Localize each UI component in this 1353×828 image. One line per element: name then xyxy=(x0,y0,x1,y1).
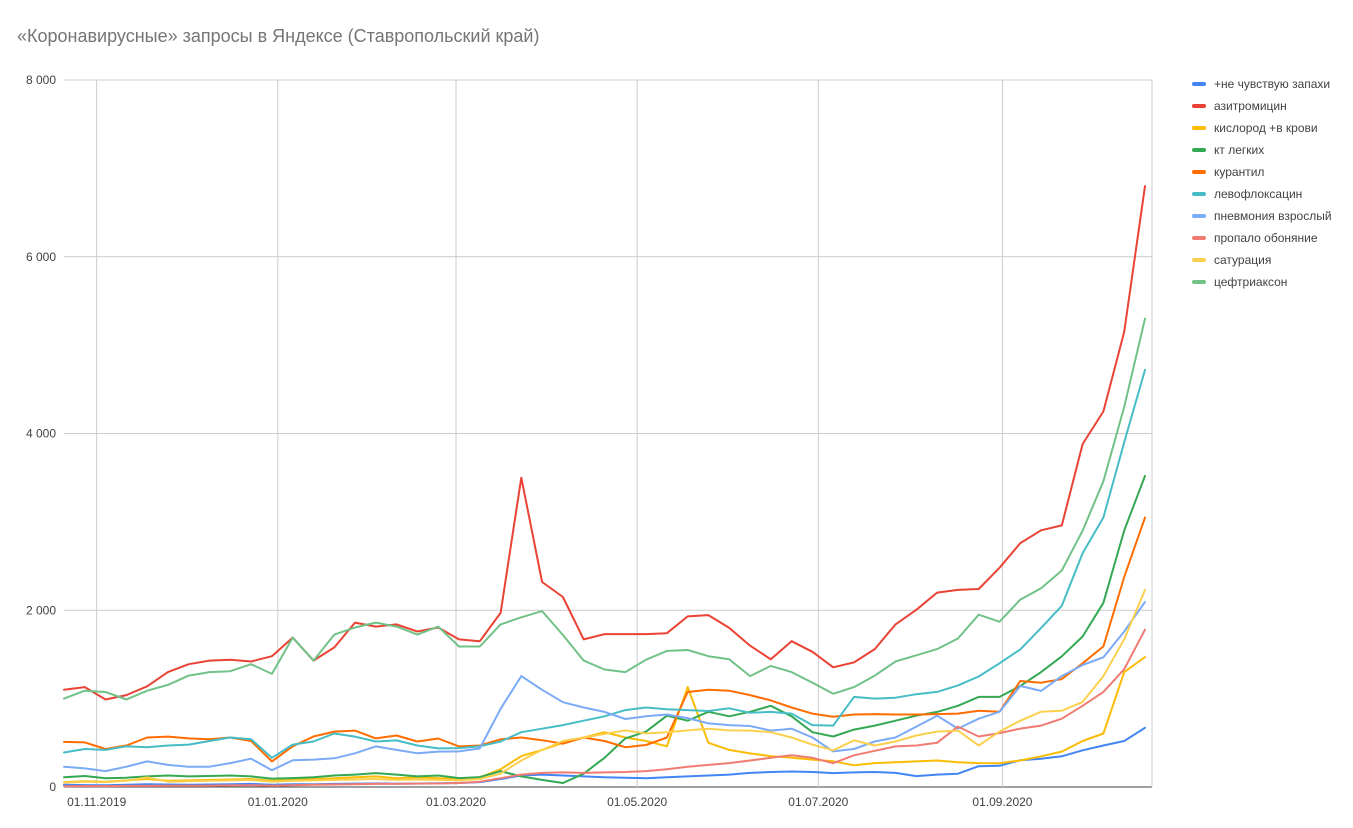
legend-label: кислород +в крови xyxy=(1214,121,1318,135)
legend-label: сатурация xyxy=(1214,253,1272,267)
legend-label: левофлоксацин xyxy=(1214,187,1303,201)
legend-label: кт легких xyxy=(1214,143,1265,157)
series-line-кт легких xyxy=(63,474,1146,784)
legend-swatch-icon xyxy=(1192,104,1206,108)
x-axis-tick-label: 01.03.2020 xyxy=(426,795,486,809)
legend-item: курантил xyxy=(1192,161,1332,183)
series-line-+не чувствую запахи xyxy=(63,726,1146,787)
legend-item: пропало обоняние xyxy=(1192,227,1332,249)
legend-item: +не чувствую запахи xyxy=(1192,73,1332,95)
chart-legend: +не чувствую запахи азитромицин кислород +… xyxy=(1192,73,1332,293)
legend-swatch-icon xyxy=(1192,148,1206,152)
x-axis-tick-label: 01.11.2019 xyxy=(67,795,126,809)
series-line-азитромицин xyxy=(63,185,1146,701)
chart-title: «Коронавирусные» запросы в Яндексе (Став… xyxy=(17,26,540,46)
y-axis-tick-label: 0 xyxy=(49,780,56,794)
x-axis-tick-label: 01.07.2020 xyxy=(788,795,848,809)
legend-swatch-icon xyxy=(1192,236,1206,240)
y-axis-tick-label: 2 000 xyxy=(26,603,56,617)
series-line-цефтриаксон xyxy=(63,317,1146,701)
series-line-пневмония взрослый xyxy=(63,600,1146,773)
x-axis-tick-label: 01.01.2020 xyxy=(248,795,308,809)
legend-swatch-icon xyxy=(1192,170,1206,174)
legend-label: цефтриаксон xyxy=(1214,275,1288,289)
legend-label: пневмония взрослый xyxy=(1214,209,1332,223)
legend-swatch-icon xyxy=(1192,280,1206,284)
legend-swatch-icon xyxy=(1192,82,1206,86)
legend-item: цефтриаксон xyxy=(1192,271,1332,293)
legend-swatch-icon xyxy=(1192,126,1206,130)
legend-item: кислород +в крови xyxy=(1192,117,1332,139)
legend-item: сатурация xyxy=(1192,249,1332,271)
x-axis-tick-label: 01.09.2020 xyxy=(972,795,1032,809)
series-line-сатурация xyxy=(63,588,1146,784)
legend-label: азитромицин xyxy=(1214,99,1287,113)
legend-label: курантил xyxy=(1214,165,1265,179)
legend-swatch-icon xyxy=(1192,192,1206,196)
x-axis-tick-label: 01.05.2020 xyxy=(607,795,667,809)
legend-label: пропало обоняние xyxy=(1214,231,1318,245)
y-axis-tick-label: 6 000 xyxy=(26,250,56,264)
legend-swatch-icon xyxy=(1192,214,1206,218)
series-line-левофлоксацин xyxy=(63,368,1146,759)
y-axis-tick-label: 4 000 xyxy=(26,427,56,441)
legend-item: пневмония взрослый xyxy=(1192,205,1332,227)
legend-label: +не чувствую запахи xyxy=(1214,77,1331,91)
y-axis-tick-label: 8 000 xyxy=(26,73,56,87)
series-line-курантил xyxy=(63,516,1146,763)
legend-item: кт легких xyxy=(1192,139,1332,161)
legend-item: азитромицин xyxy=(1192,95,1332,117)
legend-item: левофлоксацин xyxy=(1192,183,1332,205)
series-line-пропало обоняние xyxy=(63,628,1146,788)
legend-swatch-icon xyxy=(1192,258,1206,262)
